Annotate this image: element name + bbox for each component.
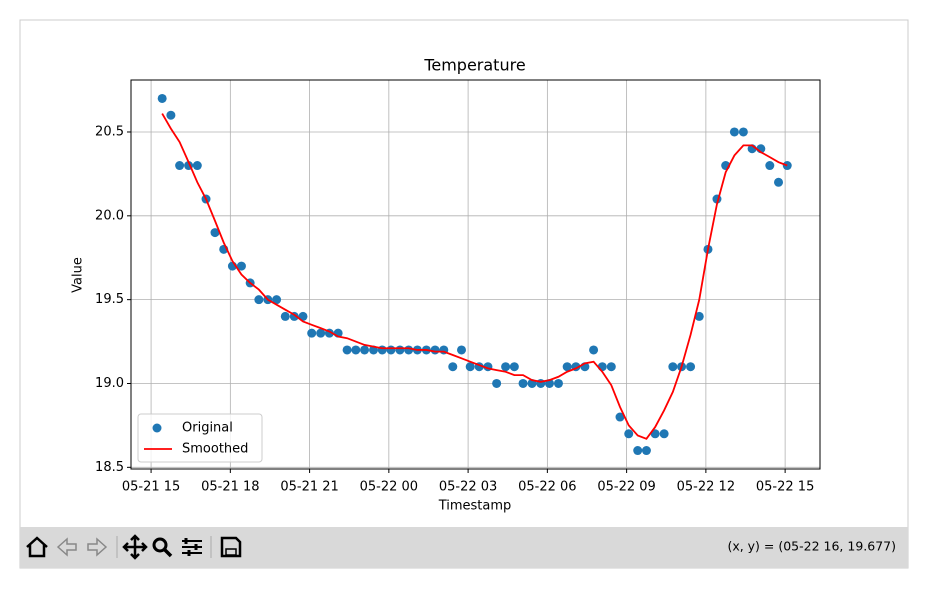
plot-frame (130, 79, 821, 470)
x-tick-label: 05-22 09 (597, 480, 655, 495)
plot-area (131, 80, 820, 469)
x-tick-label: 05-21 15 (122, 480, 180, 495)
data-point (624, 429, 634, 439)
y-tick-label: 19.0 (95, 376, 124, 391)
toolbar-icons (26, 534, 242, 560)
data-point (641, 446, 651, 456)
data-point (518, 378, 528, 388)
pan-button[interactable] (122, 534, 148, 560)
home-button[interactable] (26, 536, 48, 558)
y-tick-label: 20.0 (95, 208, 124, 223)
x-tick-label: 05-22 12 (677, 480, 735, 495)
x-tick-label: 05-22 03 (439, 480, 497, 495)
data-point (316, 328, 326, 338)
data-point (166, 110, 176, 120)
data-point (236, 261, 246, 271)
data-point (694, 311, 704, 321)
data-point (562, 362, 572, 372)
data-point (615, 412, 625, 422)
toolbar (20, 527, 908, 568)
data-point (307, 328, 317, 338)
x-tick-label: 05-21 21 (280, 480, 338, 495)
data-point (272, 295, 282, 305)
data-point (633, 446, 643, 456)
y-tick-label: 19.5 (95, 292, 124, 307)
data-point (659, 429, 669, 439)
chart-title: Temperature (423, 56, 525, 75)
data-point (597, 362, 607, 372)
data-point (589, 345, 599, 355)
x-tick-label: 05-22 15 (756, 480, 814, 495)
legend-label: Original (182, 421, 233, 436)
data-point (553, 378, 563, 388)
data-point (395, 345, 405, 355)
configure-knobs (184, 538, 198, 556)
data-line (161, 113, 788, 440)
data-point (254, 295, 264, 305)
data-point (210, 228, 220, 238)
y-axis-label: Value (71, 257, 86, 293)
data-point (765, 161, 775, 171)
data-point (351, 345, 361, 355)
zoom-button[interactable] (152, 537, 168, 553)
data-point (342, 345, 352, 355)
legend-marker (152, 423, 162, 433)
data-point (175, 161, 185, 171)
x-axis-label: Timestamp (438, 499, 512, 514)
x-tick-label: 05-21 18 (201, 480, 259, 495)
data-point (360, 345, 370, 355)
data-point (729, 127, 739, 137)
data-point (456, 345, 466, 355)
status-text: (x, y) = (05-22 16, 19.677) (727, 539, 896, 554)
data-point (492, 378, 502, 388)
x-tick-label: 05-22 00 (360, 480, 418, 495)
legend-box (137, 413, 263, 463)
x-tick-label: 05-22 06 (518, 480, 576, 495)
y-tick-label: 20.5 (95, 124, 124, 139)
save-button[interactable] (220, 536, 242, 558)
data-point (465, 362, 475, 372)
data-point (686, 362, 696, 372)
forward-button[interactable] (87, 537, 108, 557)
data-point (386, 345, 396, 355)
data-point (404, 345, 414, 355)
y-tick-label: 18.5 (95, 460, 124, 475)
data-point (738, 127, 748, 137)
zoom-handle (162, 547, 173, 558)
back-button[interactable] (56, 537, 77, 557)
data-point (192, 161, 202, 171)
data-point (774, 177, 784, 187)
data-point (606, 362, 616, 372)
data-point (157, 93, 167, 103)
data-point (280, 311, 290, 321)
save-icon-detail (225, 548, 237, 556)
data-point (430, 345, 440, 355)
data-point (448, 362, 458, 372)
data-point (501, 362, 511, 372)
legend-label: Smoothed (182, 442, 248, 457)
data-point (509, 362, 519, 372)
data-point (668, 362, 678, 372)
